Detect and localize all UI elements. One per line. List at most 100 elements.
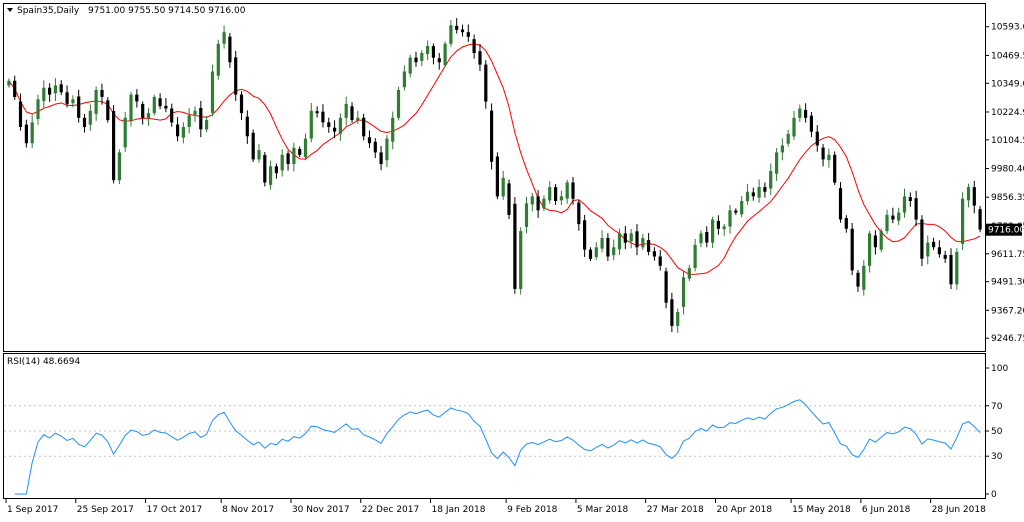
time-tick-label: 15 May 2018 xyxy=(792,505,851,515)
candle-body xyxy=(210,71,215,113)
candle-body xyxy=(885,214,889,232)
rsi-label: RSI(14) 48.6694 xyxy=(7,357,80,367)
candle-body xyxy=(362,117,366,137)
candle-body xyxy=(431,46,435,58)
candle-body xyxy=(333,127,337,132)
candle-body xyxy=(350,106,354,121)
candle-body xyxy=(687,268,691,279)
candle-body xyxy=(7,80,11,86)
candle-body xyxy=(961,198,965,244)
candle-body xyxy=(356,117,360,121)
candle-body xyxy=(966,187,971,201)
candle-body xyxy=(850,228,854,271)
candle-body xyxy=(309,110,313,139)
candle-body xyxy=(402,71,406,88)
candle-body xyxy=(385,138,389,161)
candle-body xyxy=(379,152,383,164)
candle-body xyxy=(699,233,703,244)
price-tick-label: 9611.75 xyxy=(991,250,1024,260)
time-tick-label: 9 Feb 2018 xyxy=(507,505,558,515)
time-axis: 1 Sep 2017 25 Sep 2017 17 Oct 2017 8 Nov 20… xyxy=(5,499,986,515)
time-tick-label: 8 Nov 2017 xyxy=(222,505,274,515)
candle-body xyxy=(833,154,837,183)
ohlc-label: 9751.00 9755.50 9714.50 9716.00 xyxy=(88,6,246,16)
last-price-box xyxy=(986,223,1022,236)
candle-body xyxy=(629,233,633,242)
candle-body xyxy=(88,110,92,125)
candle-body xyxy=(181,127,185,138)
candle-body xyxy=(978,209,982,230)
candle-body xyxy=(315,111,319,114)
price-tick-label: 9491.30 xyxy=(991,278,1024,288)
candle-body xyxy=(751,192,755,197)
candle-body xyxy=(943,254,947,259)
price-tick-label: 9367.20 xyxy=(991,306,1024,316)
candle-body xyxy=(82,117,87,128)
candle-body xyxy=(676,312,680,326)
candle-body xyxy=(437,58,441,63)
candle-body xyxy=(658,256,662,266)
rsi-tick-label: 30 xyxy=(991,452,1003,462)
price-axis: 10593.60 10469.50 10349.00 10224.95 10104.50… xyxy=(985,23,1024,344)
candle-body xyxy=(786,133,790,144)
candle-body xyxy=(891,215,895,220)
rsi-grid xyxy=(4,405,985,457)
candle-body xyxy=(321,111,325,123)
candle-body xyxy=(135,94,139,102)
candle-body xyxy=(327,122,331,127)
candle-body xyxy=(705,232,709,243)
candle-body xyxy=(59,84,63,93)
candle-body xyxy=(396,90,401,118)
price-tick-label: 9980.40 xyxy=(991,165,1024,175)
candle-body xyxy=(902,196,907,213)
candle-body xyxy=(466,32,470,37)
candle-body xyxy=(367,137,372,144)
candle-body xyxy=(176,124,180,137)
candle-body xyxy=(65,92,69,104)
price-tick-label: 10349.00 xyxy=(991,79,1024,89)
candle-body xyxy=(455,25,459,30)
candle-body xyxy=(594,247,598,258)
time-tick-label: 6 Jun 2018 xyxy=(862,505,911,515)
candle-body xyxy=(228,36,232,63)
time-tick-label: 5 Mar 2018 xyxy=(577,505,629,515)
price-tick-label: 10104.50 xyxy=(991,136,1024,146)
candle-body xyxy=(815,131,819,146)
candle-body xyxy=(449,25,453,44)
time-tick-label: 27 Mar 2018 xyxy=(647,505,704,515)
candle-body xyxy=(501,177,505,197)
rsi-panel-frame xyxy=(3,353,986,499)
candle-body xyxy=(18,101,23,127)
candle-body xyxy=(804,109,808,118)
candle-body xyxy=(949,255,953,285)
candle-body xyxy=(745,191,750,202)
candle-body xyxy=(460,29,465,33)
last-price-tag: 9716.00 xyxy=(986,223,1024,236)
candle-body xyxy=(239,94,244,114)
candle-body xyxy=(670,299,674,326)
time-tick-label: 28 Jun 2018 xyxy=(932,505,986,515)
candle-body xyxy=(519,231,523,289)
candle-body xyxy=(897,212,901,221)
candle-body xyxy=(77,96,81,118)
candle-body xyxy=(734,210,738,213)
candle-body xyxy=(36,99,40,119)
candle-body xyxy=(338,117,342,134)
candle-body xyxy=(652,251,656,257)
time-tick-label: 22 Dec 2017 xyxy=(362,505,420,515)
candle-body xyxy=(490,110,494,162)
candle-body xyxy=(484,64,488,102)
candle-body xyxy=(280,154,284,171)
candle-body xyxy=(862,265,866,290)
rsi-tick-label: 50 xyxy=(991,427,1003,437)
candle-body xyxy=(164,105,168,109)
candle-body xyxy=(292,147,296,164)
candle-body xyxy=(617,233,622,250)
rsi-tick-label: 70 xyxy=(991,402,1003,412)
candle-body xyxy=(245,116,249,137)
dropdown-triangle-icon[interactable] xyxy=(7,8,13,12)
candle-body xyxy=(298,148,302,155)
candle-body xyxy=(24,124,28,144)
candle-body xyxy=(193,110,197,115)
